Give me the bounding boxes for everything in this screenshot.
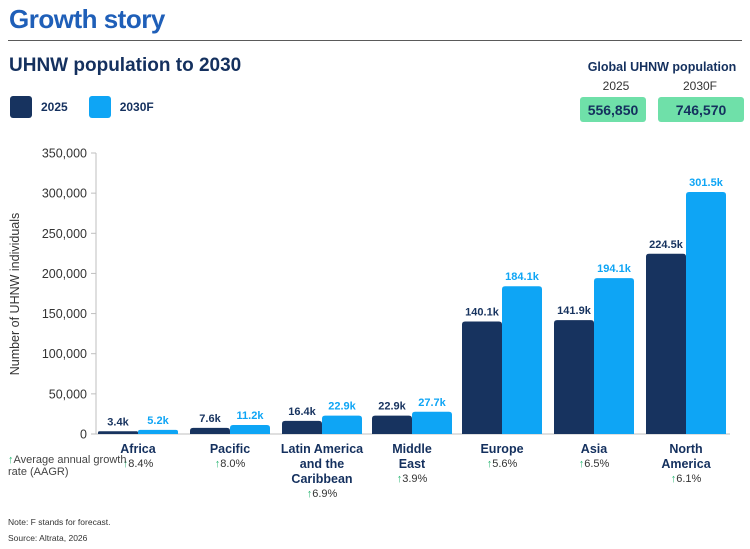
- bar-value-label: 22.9k: [378, 401, 406, 413]
- page-title: Growth story: [9, 4, 165, 34]
- legend-swatch-2025: [10, 96, 32, 118]
- global-population-panel: Global UHNW population 2025 2030F 556,85…: [578, 60, 744, 122]
- forecast-note: Note: F stands for forecast.: [8, 517, 111, 527]
- growth-arrow-icon: ↑: [307, 488, 313, 500]
- growth-rate-value: 6.5%: [584, 458, 609, 470]
- x-category-label: Africa: [120, 442, 156, 456]
- growth-rate-value: 3.9%: [402, 473, 427, 485]
- chart-notes: Note: F stands for forecast. Source: Alt…: [8, 514, 111, 546]
- bar-2030f: [230, 425, 270, 434]
- source-note: Source: Altrata, 2026: [8, 533, 88, 543]
- y-tick-label: 350,000: [42, 147, 87, 161]
- bar-2025: [372, 415, 412, 434]
- bar-value-label: 301.5k: [689, 177, 724, 189]
- bar-2030f: [412, 411, 452, 434]
- bar-value-label: 7.6k: [199, 413, 221, 425]
- legend-item-2025: 2025: [10, 96, 68, 118]
- y-tick-label: 200,000: [42, 267, 87, 281]
- global-year-2030f: 2030F: [682, 79, 718, 93]
- global-value-2025: 556,850: [580, 97, 646, 122]
- bar-2030f: [594, 278, 634, 434]
- y-tick-label: 0: [80, 428, 87, 442]
- y-axis-label: Number of UHNW individuals: [8, 213, 22, 376]
- x-category-label: North: [669, 442, 702, 456]
- bar-value-label: 16.4k: [288, 406, 316, 418]
- y-tick-label: 100,000: [42, 347, 87, 361]
- growth-rate-value: 8.0%: [220, 458, 245, 470]
- legend-swatch-2030f: [88, 96, 111, 118]
- aagr-legend: ↑Average annual growth rate (AAGR): [8, 454, 128, 478]
- growth-rate-label: ↑6.9%: [307, 488, 338, 500]
- x-category-label: and the: [300, 457, 344, 471]
- x-category-label: Latin America: [281, 442, 364, 456]
- x-category-label: Caribbean: [291, 472, 352, 486]
- bar-2030f: [138, 429, 178, 434]
- x-category-label: Pacific: [210, 442, 250, 456]
- bar-value-label: 11.2k: [237, 410, 265, 422]
- x-category-label: Europe: [480, 442, 523, 456]
- x-category-label: Middle: [392, 442, 432, 456]
- growth-rate-label: ↑8.4%: [123, 458, 154, 470]
- legend-label-2030f: 2030F: [119, 100, 154, 114]
- global-value-2030f: 746,570: [658, 97, 744, 122]
- chart-title: UHNW population to 2030: [9, 55, 242, 76]
- growth-arrow-icon: ↑: [123, 458, 129, 470]
- growth-arrow-icon: ↑: [487, 458, 493, 470]
- x-category-label: East: [399, 457, 426, 471]
- bar-2030f: [686, 191, 726, 434]
- growth-rate-value: 6.1%: [676, 473, 701, 485]
- growth-arrow-icon: ↑: [579, 458, 585, 470]
- title-divider: [8, 40, 742, 41]
- growth-rate-label: ↑6.5%: [579, 458, 610, 470]
- global-years: 2025 2030F: [578, 79, 744, 93]
- chart-legend: 2025 2030F: [10, 96, 175, 118]
- growth-rate-label: ↑5.6%: [487, 458, 518, 470]
- legend-item-2030f: 2030F: [88, 96, 154, 118]
- bar-2025: [646, 253, 686, 434]
- bar-value-label: 3.4k: [107, 416, 129, 428]
- bar-value-label: 27.7k: [418, 397, 446, 409]
- growth-arrow-icon: ↑: [671, 473, 677, 485]
- bar-2025: [190, 427, 230, 434]
- bar-2025: [282, 420, 322, 434]
- bar-value-label: 140.1k: [465, 307, 500, 319]
- bar-value-label: 5.2k: [147, 415, 169, 427]
- growth-arrow-icon: ↑: [397, 473, 403, 485]
- global-year-2025: 2025: [602, 79, 630, 93]
- bar-value-label: 194.1k: [597, 263, 632, 275]
- growth-arrow-icon: ↑: [215, 458, 221, 470]
- x-category-label: America: [661, 457, 711, 471]
- bar-2030f: [322, 415, 362, 434]
- growth-rate-value: 5.6%: [492, 458, 517, 470]
- growth-arrow-icon: ↑: [8, 454, 14, 466]
- aagr-legend-text: Average annual growth rate (AAGR): [8, 454, 127, 478]
- x-category-label: Asia: [581, 442, 608, 456]
- growth-rate-label: ↑3.9%: [397, 473, 428, 485]
- global-population-title: Global UHNW population: [587, 60, 737, 74]
- y-tick-label: 150,000: [42, 307, 87, 321]
- legend-label-2025: 2025: [41, 100, 68, 114]
- bar-value-label: 224.5k: [649, 239, 684, 251]
- y-tick-label: 300,000: [42, 187, 87, 201]
- y-tick-label: 50,000: [49, 387, 87, 401]
- bar-value-label: 184.1k: [505, 271, 540, 283]
- bar-value-label: 141.9k: [557, 305, 592, 317]
- growth-rate-value: 8.4%: [128, 458, 153, 470]
- growth-rate-label: ↑8.0%: [215, 458, 246, 470]
- growth-rate-value: 6.9%: [312, 488, 337, 500]
- bar-2030f: [502, 286, 542, 434]
- bar-2025: [554, 320, 594, 434]
- bar-2025: [462, 321, 502, 434]
- bar-value-label: 22.9k: [328, 401, 356, 413]
- bar-2025: [98, 431, 138, 434]
- y-tick-label: 250,000: [42, 227, 87, 241]
- growth-rate-label: ↑6.1%: [671, 473, 702, 485]
